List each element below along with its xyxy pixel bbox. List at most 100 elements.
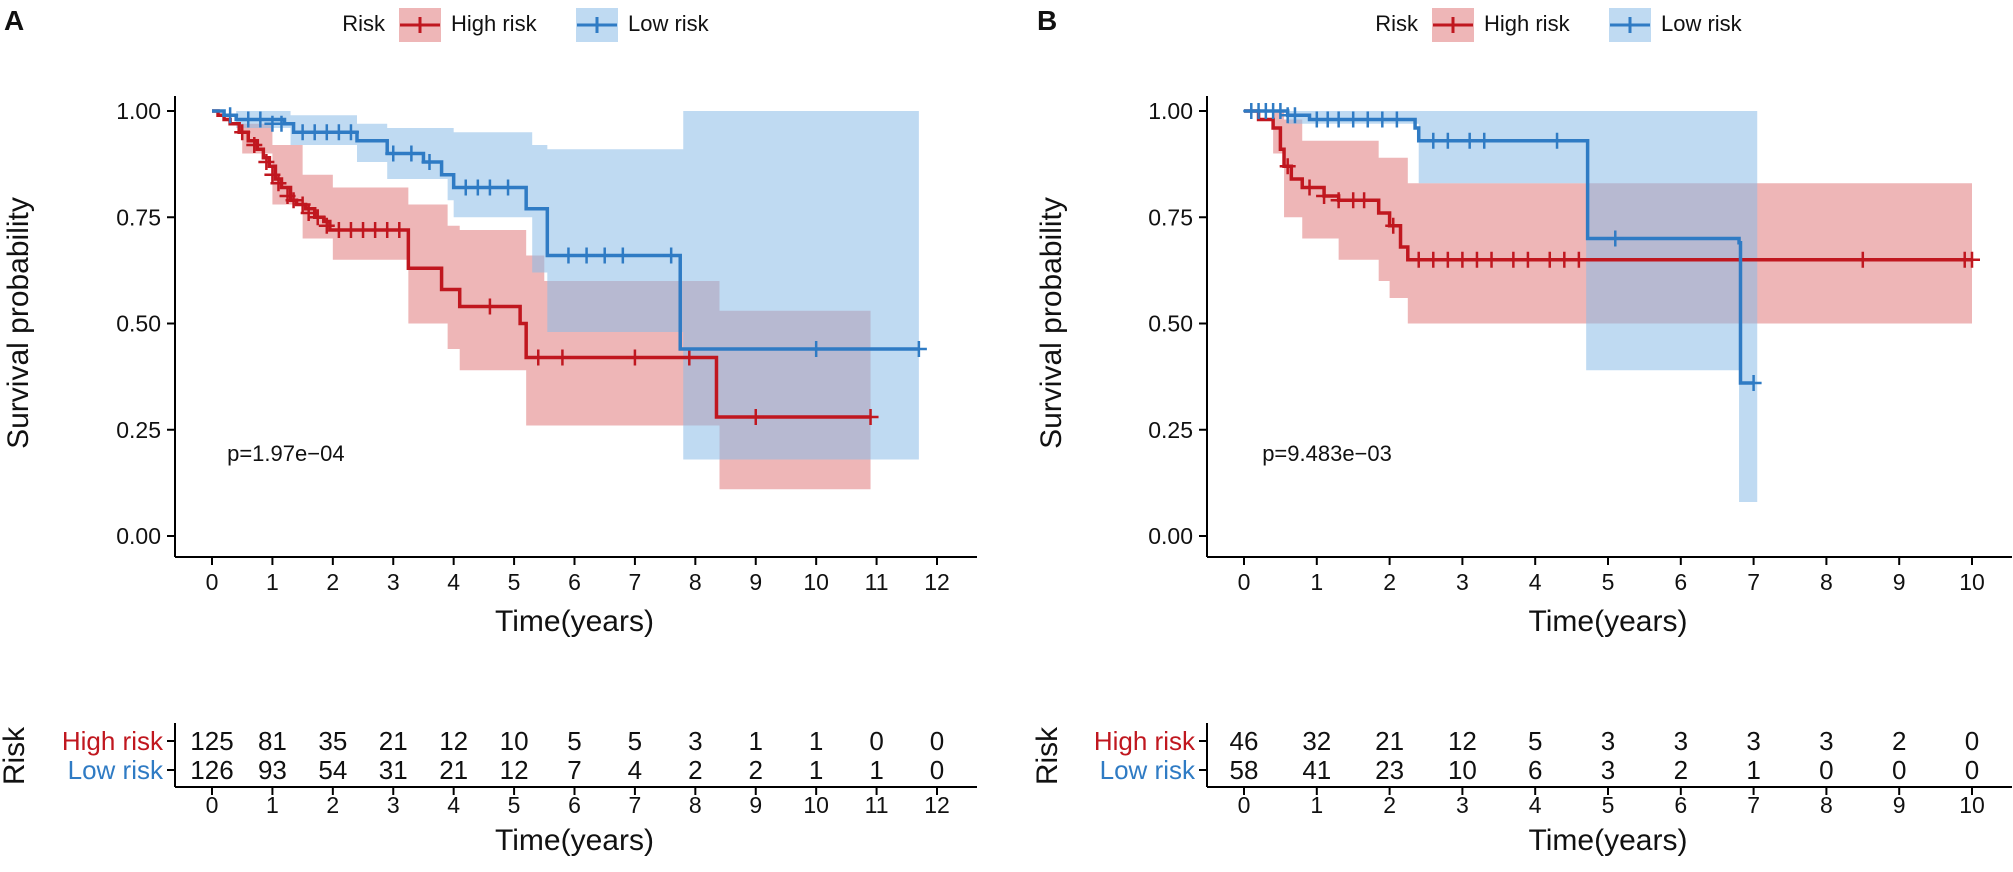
panel-a: A Risk High risk Low risk0.000.250.500.751.… [0,5,977,857]
x-tick-label: 0 [1238,569,1251,595]
risk-table-x-tick-label: 4 [447,792,460,818]
censor-mark-high-risk [626,349,643,366]
risk-table-x-tick-label: 0 [206,792,219,818]
x-tick-label: 3 [387,569,400,595]
censor-mark-low-risk [1607,230,1624,247]
risk-count-high-risk: 21 [379,726,408,756]
censor-mark-low-risk [560,247,577,264]
censor-mark-high-risk [264,166,281,183]
risk-table-x-tick-label: 6 [1674,792,1687,818]
legend: Risk High risk Low risk [1375,8,1743,42]
y-axis-title: Survival probability [2,197,35,449]
legend-title: Risk [1375,11,1419,36]
risk-table-x-tick-label: 6 [568,792,581,818]
x-tick-label: 7 [1747,569,1760,595]
x-tick-label: 3 [1456,569,1469,595]
y-tick-label: 0.25 [1148,417,1193,443]
y-tick-label: 0.25 [116,417,161,443]
risk-count-low-risk: 2 [1674,755,1688,785]
x-tick-label: 6 [568,569,581,595]
censor-mark-low-risk [1549,132,1566,149]
risk-count-low-risk: 21 [439,755,468,785]
censor-mark-high-risk [1964,251,1980,268]
x-tick-label: 11 [865,569,889,595]
x-tick-label: 1 [1310,569,1323,595]
y-tick-label: 0.00 [116,523,161,549]
risk-table-x-tick-label: 9 [749,792,762,818]
censor-mark-low-risk [596,247,613,264]
risk-count-high-risk: 2 [1892,726,1906,756]
risk-count-high-risk: 0 [869,726,883,756]
censor-mark-high-risk [1505,251,1522,268]
censor-mark-low-risk [614,247,631,264]
censor-mark-low-risk [421,154,438,170]
x-tick-label: 10 [803,569,829,595]
censor-mark-high-risk [1483,251,1500,268]
censor-mark-low-risk [273,115,290,132]
x-tick-label: 0 [206,569,219,595]
censor-mark-high-risk [862,409,879,425]
censor-mark-high-risk [1279,158,1296,175]
x-tick-label: 5 [1602,569,1615,595]
risk-row-label-high-risk: High risk [1094,726,1196,756]
censor-mark-low-risk [500,179,517,196]
risk-count-high-risk: 3 [688,726,702,756]
risk-count-low-risk: 7 [567,755,581,785]
censor-mark-low-risk [222,107,239,124]
censor-mark-high-risk [1330,192,1347,209]
risk-table-x-tick-label: 2 [326,792,339,818]
risk-table-x-tick-label: 3 [387,792,400,818]
risk-count-high-risk: 1 [749,726,763,756]
risk-count-low-risk: 31 [379,755,408,785]
censor-mark-high-risk [1385,217,1402,234]
risk-count-high-risk: 12 [439,726,468,756]
risk-count-high-risk: 32 [1302,726,1331,756]
censor-mark-high-risk [294,196,311,213]
x-tick-label: 7 [629,569,642,595]
risk-count-high-risk: 3 [1746,726,1760,756]
risk-table-x-tick-label: 11 [865,792,889,818]
risk-count-low-risk: 2 [688,755,702,785]
legend-entry-high-risk: High risk [451,11,538,36]
risk-count-low-risk: 41 [1302,755,1331,785]
risk-table-x-tick-label: 5 [1602,792,1615,818]
censor-mark-low-risk [481,179,498,196]
risk-count-high-risk: 21 [1375,726,1404,756]
censor-mark-low-risk [1345,111,1362,128]
censor-mark-high-risk [554,349,571,366]
risk-count-low-risk: 4 [628,755,642,785]
risk-count-low-risk: 1 [1746,755,1760,785]
censor-mark-high-risk [309,209,326,226]
risk-count-low-risk: 0 [1965,755,1979,785]
risk-count-low-risk: 0 [930,755,944,785]
confidence-band-low-risk [212,111,919,460]
legend-entry-high-risk: High risk [1484,11,1571,36]
risk-table-x-tick-label: 0 [1238,792,1251,818]
x-tick-label: 1 [266,569,279,595]
risk-table-title: Risk [0,726,31,785]
risk-count-low-risk: 1 [869,755,883,785]
risk-count-low-risk: 0 [1819,755,1833,785]
censor-mark-low-risk [1745,375,1762,391]
legend-entry-low-risk: Low risk [1661,11,1743,36]
censor-mark-low-risk [910,341,927,357]
censor-mark-high-risk [246,137,263,153]
risk-table-title: Risk [1031,726,1064,785]
risk-count-low-risk: 126 [190,755,233,785]
risk-count-high-risk: 5 [1528,726,1542,756]
censor-mark-high-risk [1316,188,1333,204]
censor-mark-low-risk [403,145,420,162]
y-tick-label: 0.75 [116,204,161,230]
x-tick-label: 4 [447,569,460,595]
x-axis-title: Time(years) [495,605,654,638]
risk-count-low-risk: 6 [1528,755,1542,785]
censor-mark-high-risk [1854,251,1871,268]
censor-mark-low-risk [1425,132,1442,149]
risk-count-high-risk: 3 [1819,726,1833,756]
risk-count-low-risk: 12 [500,755,529,785]
censor-mark-high-risk [1425,251,1442,268]
legend-entry-low-risk: Low risk [628,11,710,36]
risk-count-low-risk: 23 [1375,755,1404,785]
censor-mark-high-risk [234,124,251,141]
